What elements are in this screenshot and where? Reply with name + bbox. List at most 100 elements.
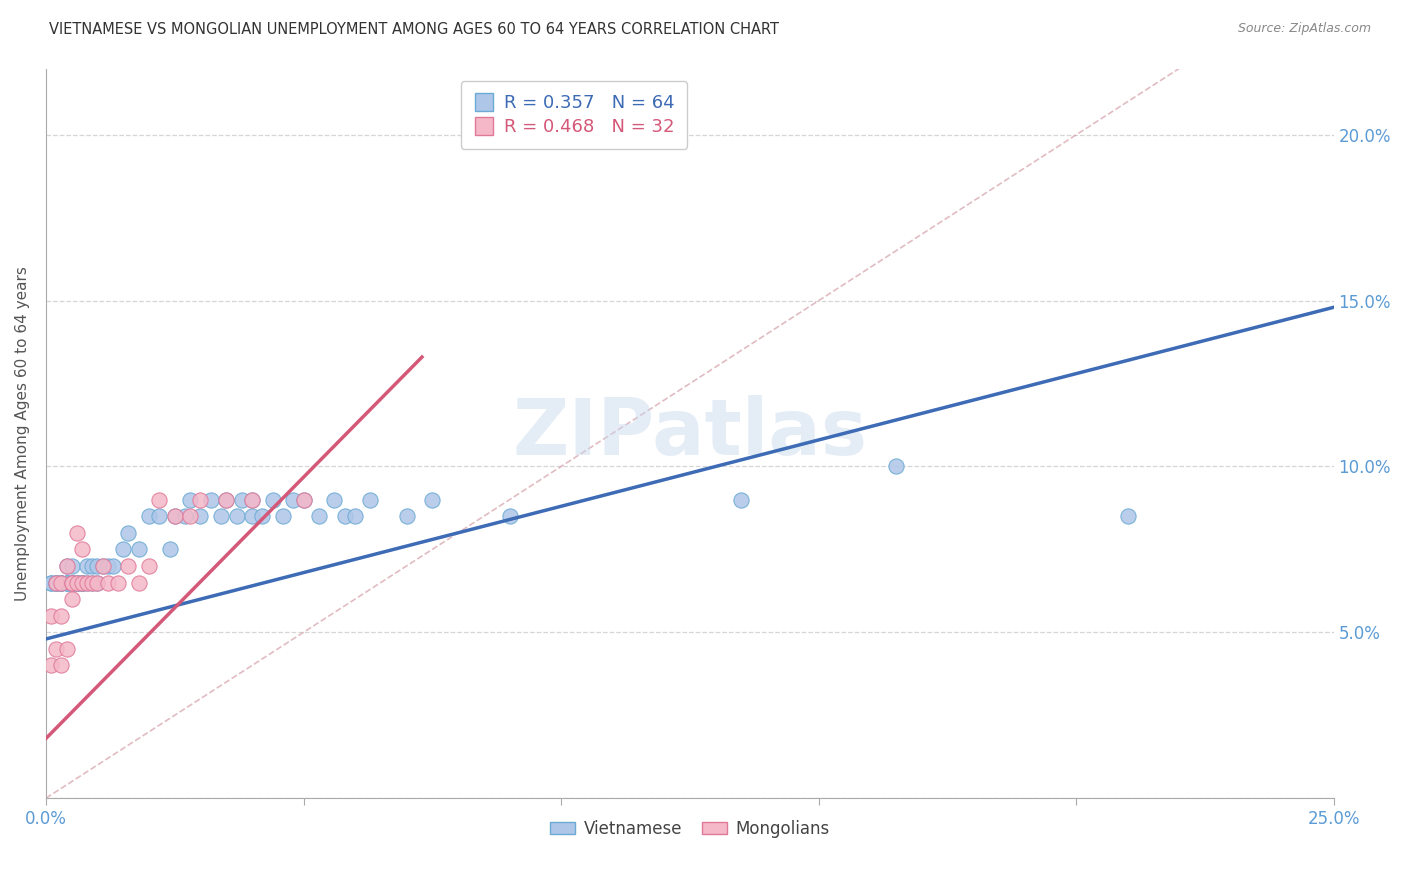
Point [333,509,356,524]
Point [97,575,120,590]
Point [76,575,98,590]
Point [240,492,263,507]
Point [51,575,73,590]
Point [60,575,83,590]
Point [82,575,104,590]
Point [179,492,201,507]
Point [215,492,238,507]
Point [215,492,238,507]
Point [51,575,73,590]
Point [148,509,170,524]
Point [70,575,93,590]
Y-axis label: Unemployment Among Ages 60 to 64 years: Unemployment Among Ages 60 to 64 years [15,266,30,601]
Point [179,509,201,524]
Point [884,459,907,474]
Point [70,575,93,590]
Point [82,575,104,590]
Point [86,559,108,574]
Point [138,509,160,524]
Point [174,509,197,524]
Point [60,575,83,590]
Point [82,559,104,574]
Point [39,608,62,623]
Text: ZIPatlas: ZIPatlas [512,395,868,471]
Point [308,509,330,524]
Point [60,559,83,574]
Point [45,575,67,590]
Point [91,559,114,574]
Point [55,575,77,590]
Text: Source: ZipAtlas.com: Source: ZipAtlas.com [1237,22,1371,36]
Point [420,492,443,507]
Point [117,559,139,574]
Point [66,575,89,590]
Point [225,509,247,524]
Point [55,559,77,574]
Point [128,575,150,590]
Point [730,492,752,507]
Point [1116,509,1139,524]
Point [55,575,77,590]
Point [323,492,346,507]
Point [292,492,315,507]
Point [283,492,305,507]
Point [70,575,93,590]
Point [51,608,73,623]
Point [86,575,108,590]
Point [55,641,77,656]
Point [70,542,93,557]
Point [262,492,284,507]
Point [359,492,381,507]
Point [45,575,67,590]
Point [55,559,77,574]
Point [76,559,98,574]
Point [107,575,129,590]
Point [66,575,89,590]
Point [51,658,73,673]
Point [163,509,186,524]
Point [395,509,418,524]
Point [190,509,212,524]
Point [91,559,114,574]
Point [39,575,62,590]
Point [101,559,124,574]
Point [97,559,120,574]
Point [240,509,263,524]
Point [39,575,62,590]
Point [45,641,67,656]
Point [138,559,160,574]
Point [159,542,181,557]
Point [498,509,520,524]
Point [66,575,89,590]
Point [200,492,222,507]
Point [51,575,73,590]
Point [271,509,294,524]
Text: VIETNAMESE VS MONGOLIAN UNEMPLOYMENT AMONG AGES 60 TO 64 YEARS CORRELATION CHART: VIETNAMESE VS MONGOLIAN UNEMPLOYMENT AMO… [49,22,779,37]
Point [163,509,186,524]
Point [51,575,73,590]
Point [343,509,366,524]
Point [292,492,315,507]
Point [60,575,83,590]
Point [76,575,98,590]
Point [60,575,83,590]
Point [252,509,274,524]
Point [39,658,62,673]
Point [231,492,253,507]
Point [55,575,77,590]
Legend: Vietnamese, Mongolians: Vietnamese, Mongolians [544,814,837,845]
Point [45,575,67,590]
Point [60,575,83,590]
Point [70,575,93,590]
Point [66,525,89,540]
Point [148,492,170,507]
Point [240,492,263,507]
Point [86,575,108,590]
Point [209,509,232,524]
Point [112,542,135,557]
Point [117,525,139,540]
Point [190,492,212,507]
Point [60,592,83,607]
Point [128,542,150,557]
Point [45,575,67,590]
